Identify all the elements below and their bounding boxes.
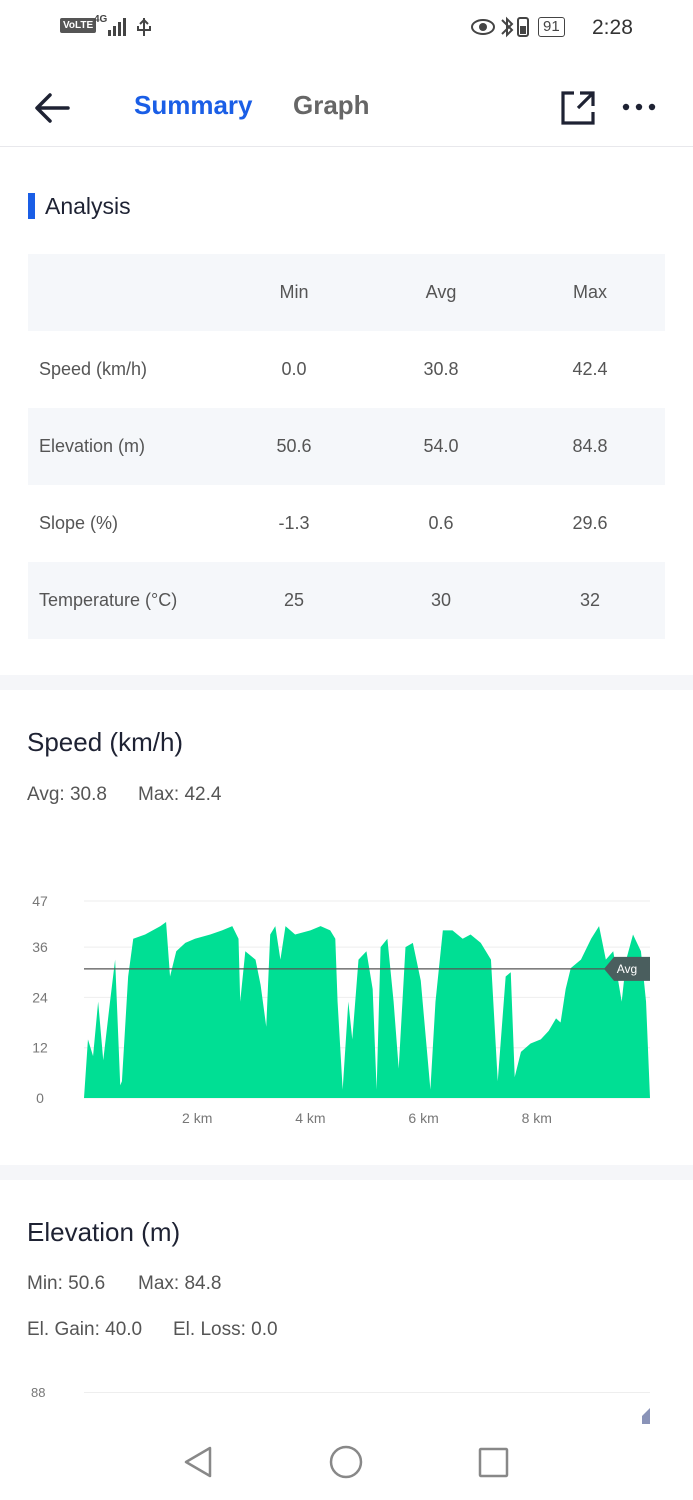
elevation-gain: El. Gain: 40.0 <box>27 1319 143 1340</box>
header-divider <box>0 146 693 147</box>
cell-value: 54.0 <box>423 436 459 456</box>
y-tick-label: 88 <box>31 1385 46 1400</box>
status-icons <box>471 16 529 38</box>
signal-icons <box>108 18 151 36</box>
clock: 2:28 <box>592 16 633 39</box>
cell-value: 30.8 <box>423 359 459 379</box>
speed-title: Speed (km/h) <box>27 727 184 757</box>
elevation-max: Max: 84.8 <box>138 1273 222 1294</box>
elevation-area-edge <box>642 1408 650 1424</box>
cell-value: 29.6 <box>572 513 608 533</box>
row-label: Temperature (°C) <box>39 590 178 610</box>
column-header: Avg <box>425 282 457 302</box>
analysis-table: Min Avg Max Speed (km/h) 0.0 30.8 42.4 Elevatio… <box>28 254 665 639</box>
y-tick-label: 24 <box>32 989 48 1005</box>
y-tick-label: 47 <box>32 893 48 909</box>
speed-chart: 0 12 24 36 47 2 km 4 km 6 km 8 km Avg <box>32 893 650 1126</box>
nav-recents[interactable] <box>478 1447 509 1478</box>
cell-value: 50.6 <box>276 436 312 456</box>
nav-bar <box>0 1425 693 1500</box>
nav-icons <box>184 1445 509 1479</box>
cell-value: 42.4 <box>572 359 608 379</box>
table-row: Elevation (m) 50.6 54.0 84.8 <box>28 408 665 485</box>
table-row: Slope (%) -1.3 0.6 29.6 <box>28 485 665 562</box>
elevation-loss: El. Loss: 0.0 <box>173 1319 278 1340</box>
avg-label: Avg <box>617 962 637 976</box>
cell-value: -1.3 <box>278 513 310 533</box>
table-row: Speed (km/h) 0.0 30.8 42.4 <box>28 331 665 408</box>
avg-tag <box>604 956 650 981</box>
cell-value: 25 <box>283 590 305 610</box>
nav-back[interactable] <box>184 1446 212 1478</box>
tab-graph[interactable]: Graph <box>293 90 370 120</box>
speed-avg: Avg: 30.8 <box>27 784 107 805</box>
x-tick-label: 2 km <box>182 1110 212 1126</box>
nav-home[interactable] <box>329 1445 363 1479</box>
elevation-min: Min: 50.6 <box>27 1273 106 1294</box>
grid-line <box>84 1392 650 1393</box>
speed-max: Max: 42.4 <box>138 784 222 805</box>
row-label: Speed (km/h) <box>39 359 148 379</box>
elevation-title: Elevation (m) <box>27 1217 181 1247</box>
section-title: Analysis <box>45 193 131 219</box>
more-button[interactable] <box>620 96 660 118</box>
cell-value: 32 <box>579 590 601 610</box>
x-tick-label: 8 km <box>522 1110 552 1126</box>
y-tick-label: 0 <box>36 1090 44 1106</box>
cell-value: 30 <box>430 590 452 610</box>
y-tick-label: 12 <box>32 1040 48 1056</box>
back-button[interactable] <box>30 88 74 128</box>
column-header: Max <box>572 282 608 302</box>
x-tick-label: 4 km <box>295 1110 325 1126</box>
x-tick-label: 6 km <box>408 1110 438 1126</box>
column-header: Min <box>279 282 309 302</box>
table-row: Temperature (°C) 25 30 32 <box>28 562 665 639</box>
cell-value: 84.8 <box>572 436 608 456</box>
row-label: Slope (%) <box>39 513 119 533</box>
battery-level: 91 <box>538 17 565 37</box>
network-type: 4G <box>94 14 108 25</box>
share-button[interactable] <box>558 88 598 128</box>
cell-value: 0.0 <box>281 359 307 379</box>
tab-summary[interactable]: Summary <box>134 90 253 120</box>
section-marker <box>28 193 35 219</box>
volte-icon: VoLTE <box>60 18 97 33</box>
section-separator <box>0 675 693 690</box>
y-tick-label: 36 <box>32 939 48 955</box>
speed-area <box>84 921 650 1098</box>
table-header: Min Avg Max <box>28 254 665 331</box>
cell-value: 0.6 <box>428 513 454 533</box>
row-label: Elevation (m) <box>39 436 146 456</box>
section-separator <box>0 1165 693 1180</box>
